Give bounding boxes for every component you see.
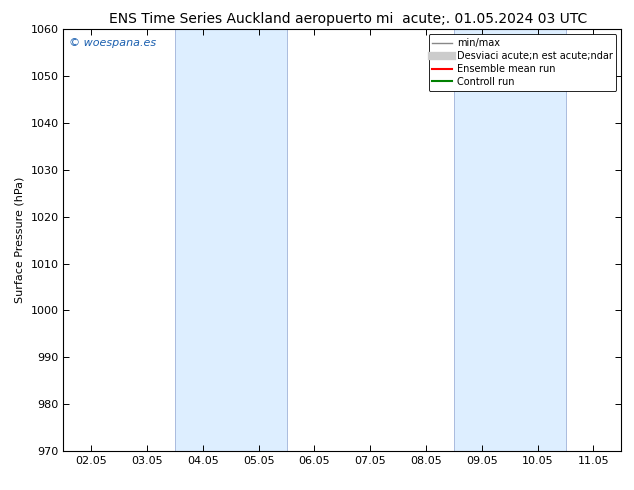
Y-axis label: Surface Pressure (hPa): Surface Pressure (hPa): [15, 177, 25, 303]
Legend: min/max, Desviaci acute;n est acute;ndar, Ensemble mean run, Controll run: min/max, Desviaci acute;n est acute;ndar…: [429, 34, 616, 91]
Bar: [454, 29, 566, 451]
Text: © woespana.es: © woespana.es: [69, 38, 156, 48]
Bar: [175, 29, 287, 451]
Text: mi  acute;. 01.05.2024 03 UTC: mi acute;. 01.05.2024 03 UTC: [376, 12, 588, 26]
Text: ENS Time Series Auckland aeropuerto: ENS Time Series Auckland aeropuerto: [110, 12, 372, 26]
